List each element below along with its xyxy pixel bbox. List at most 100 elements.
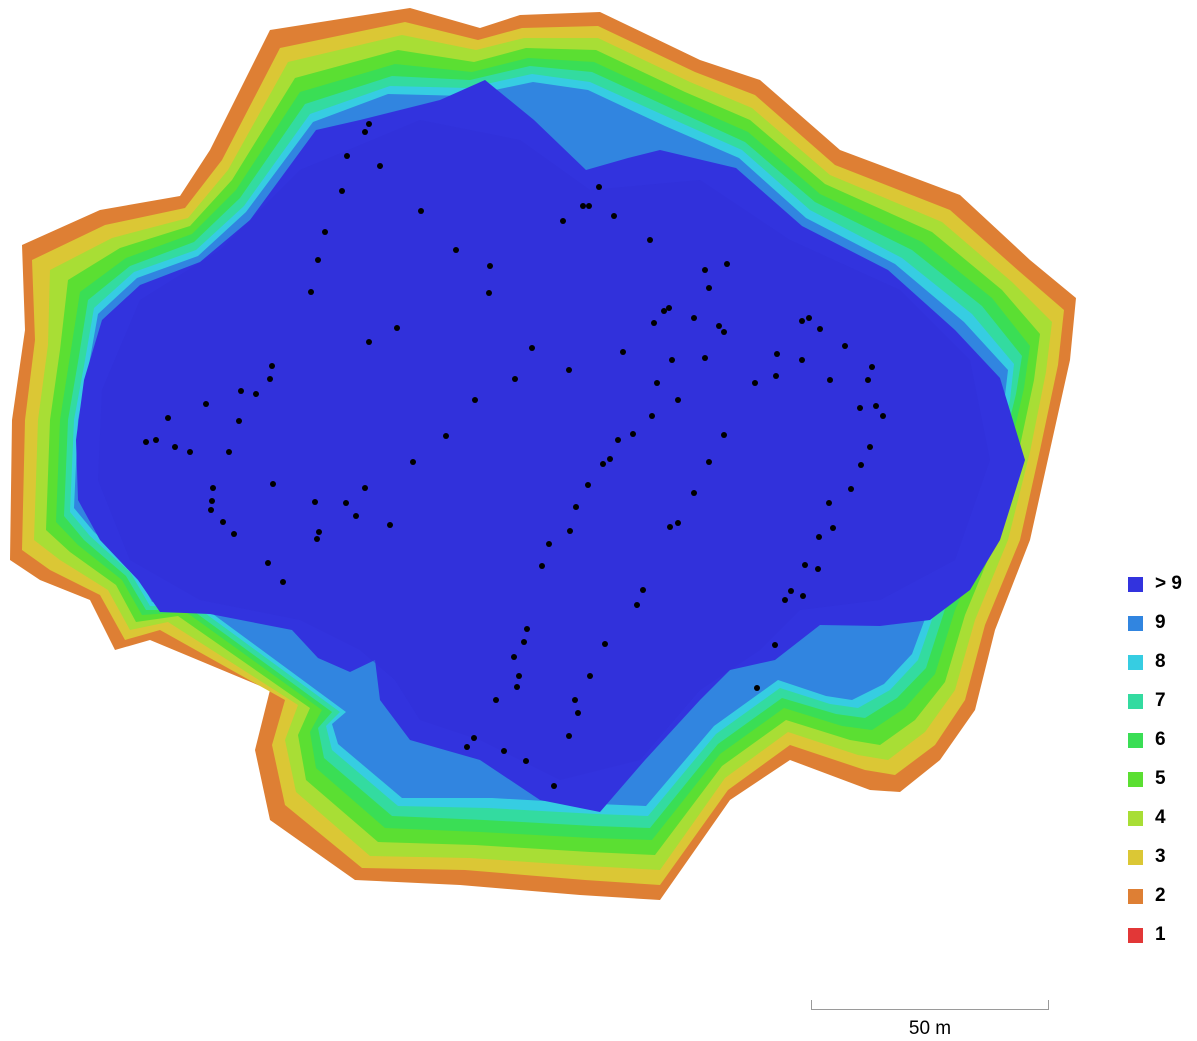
camera-position-dot [848,486,854,492]
camera-position-dot [208,507,214,513]
camera-position-dot [209,498,215,504]
legend-item: 2 [1128,884,1166,908]
legend-swatch-1 [1128,927,1143,943]
camera-position-dot [867,444,873,450]
camera-position-dot [654,380,660,386]
camera-position-dot [611,213,617,219]
camera-position-dot [560,218,566,224]
coverage-bands [10,8,1076,900]
legend-item: 9 [1128,611,1166,635]
camera-position-dot [754,685,760,691]
camera-position-dot [827,377,833,383]
camera-position-dot [640,587,646,593]
camera-position-dot [551,783,557,789]
camera-position-dot [772,642,778,648]
scale-bar-line [811,1000,1049,1010]
camera-position-dot [799,318,805,324]
camera-position-dot [165,415,171,421]
camera-position-dot [724,261,730,267]
legend-label: 2 [1155,885,1166,906]
legend-swatch-7 [1128,693,1143,709]
camera-position-dot [516,673,522,679]
camera-position-dot [362,129,368,135]
camera-position-dot [602,641,608,647]
camera-position-dot [880,413,886,419]
camera-position-dot [203,401,209,407]
camera-position-dot [826,500,832,506]
camera-position-dot [353,513,359,519]
camera-position-dot [596,184,602,190]
camera-position-dot [607,456,613,462]
legend-label: 9 [1155,612,1166,633]
camera-position-dot [706,459,712,465]
legend-swatch-8 [1128,654,1143,670]
camera-position-dot [280,579,286,585]
camera-position-dot [721,432,727,438]
camera-position-dot [800,593,806,599]
camera-position-dot [661,308,667,314]
legend-label: > 9 [1155,573,1182,594]
camera-position-dot [647,237,653,243]
camera-position-dot [585,482,591,488]
camera-position-dot [366,339,372,345]
camera-position-dot [521,639,527,645]
camera-position-dot [316,529,322,535]
camera-position-dot [575,710,581,716]
camera-position-dot [546,541,552,547]
camera-position-dot [816,534,822,540]
camera-position-dot [782,597,788,603]
camera-position-dot [620,349,626,355]
camera-position-dot [501,748,507,754]
legend-swatch-9 [1128,615,1143,631]
camera-position-dot [615,437,621,443]
camera-position-dot [394,325,400,331]
legend-label: 3 [1155,846,1166,867]
camera-position-dot [220,519,226,525]
camera-position-dot [410,459,416,465]
legend-item: 7 [1128,689,1166,713]
legend-label: 5 [1155,768,1166,789]
legend-swatch-4 [1128,810,1143,826]
camera-position-dot [308,289,314,295]
camera-position-dot [377,163,383,169]
legend-item: 6 [1128,728,1166,752]
camera-position-dot [539,563,545,569]
legend-swatch-6 [1128,732,1143,748]
camera-position-dot [587,673,593,679]
camera-position-dot [143,439,149,445]
camera-position-dot [472,397,478,403]
camera-position-dot [529,345,535,351]
camera-position-dot [669,357,675,363]
camera-position-dot [315,257,321,263]
camera-position-dot [857,405,863,411]
camera-position-dot [172,444,178,450]
band-gt9-inner-shade [98,120,990,780]
legend-item: 3 [1128,845,1166,869]
camera-position-dot [453,247,459,253]
camera-position-dot [187,449,193,455]
camera-position-dot [343,500,349,506]
camera-position-dot [572,697,578,703]
camera-position-dot [153,437,159,443]
camera-position-dot [873,403,879,409]
camera-position-dot [858,462,864,468]
camera-position-dot [842,343,848,349]
legend-label: 1 [1155,924,1166,945]
legend-label: 8 [1155,651,1166,672]
camera-position-dot [817,326,823,332]
legend-swatch-gt9 [1128,576,1143,592]
camera-position-dot [651,320,657,326]
camera-position-dot [774,351,780,357]
camera-position-dot [865,377,871,383]
camera-position-dot [691,490,697,496]
camera-position-dot [493,697,499,703]
camera-position-dot [238,388,244,394]
camera-position-dot [322,229,328,235]
camera-position-dot [806,315,812,321]
camera-position-dot [487,263,493,269]
camera-position-dot [344,153,350,159]
camera-position-dot [666,305,672,311]
camera-position-dot [269,363,275,369]
camera-position-dot [524,626,530,632]
